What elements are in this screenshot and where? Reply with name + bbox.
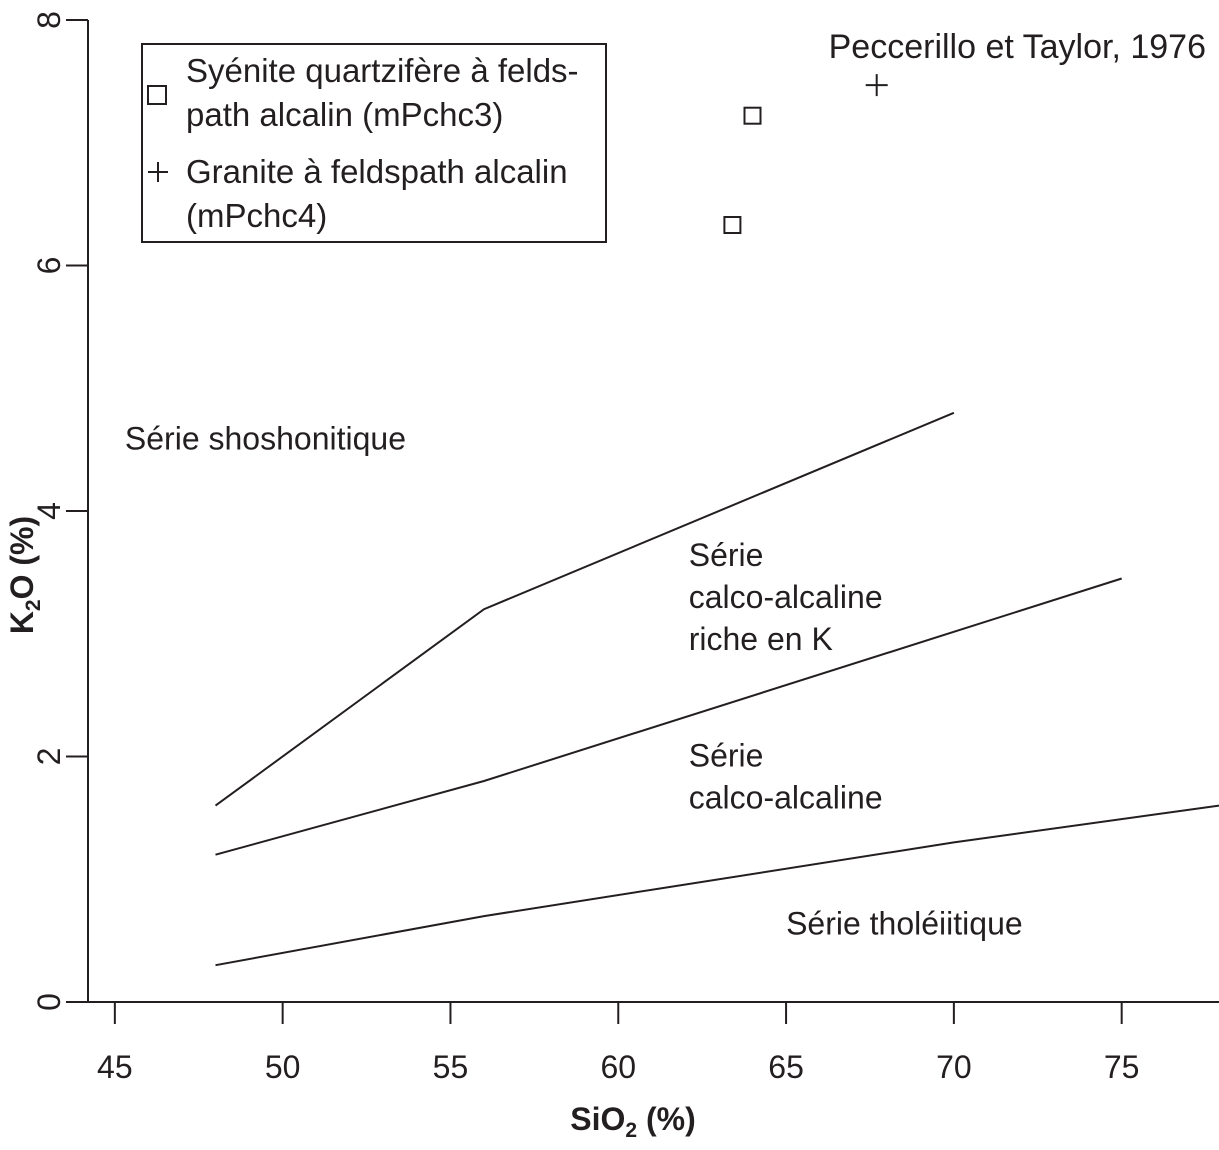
data-points <box>723 74 888 234</box>
legend-square-marker <box>147 85 167 105</box>
region-label: calco-alcaline <box>689 579 883 615</box>
legend-box <box>141 43 607 243</box>
x-tick-label: 70 <box>936 1049 972 1085</box>
region-label: Série <box>689 737 764 773</box>
boundary-line-2 <box>215 577 1123 856</box>
region-label: riche en K <box>689 621 833 657</box>
data-point-square <box>743 106 762 125</box>
data-point-plus <box>865 74 888 97</box>
x-ticks: 45 50 55 60 65 70 75 <box>97 1002 1139 1085</box>
x-tick-label: 65 <box>768 1049 804 1085</box>
region-label: Série <box>689 537 764 573</box>
y-axis-title: K2O (%) <box>4 516 45 634</box>
data-point-square <box>723 216 742 234</box>
legend-label-1-line-1: Syénite quartzifère à felds- <box>186 52 579 89</box>
x-tick-label: 50 <box>265 1049 301 1085</box>
x-tick-label: 60 <box>600 1049 636 1085</box>
x-axis-title: SiO2 (%) <box>570 1101 695 1142</box>
boundary-line-1 <box>214 411 955 807</box>
x-tick-label: 45 <box>97 1049 133 1085</box>
region-labels: Série shoshonitique Série calco-alcaline ri… <box>125 421 1023 942</box>
region-label: Série shoshonitique <box>125 421 406 457</box>
legend-label-2-line-2: (mPchc4) <box>186 197 327 234</box>
x-tick-label: 55 <box>433 1049 469 1085</box>
x-tick-label: 75 <box>1104 1049 1140 1085</box>
boundary-line-3 <box>215 804 1219 967</box>
region-label: Série tholéiitique <box>786 906 1023 942</box>
source-label: Peccerillo et Taylor, 1976 <box>829 28 1206 66</box>
series-boundaries <box>214 411 1219 967</box>
y-ticks: 0 2 4 6 8 <box>31 11 88 1011</box>
y-tick-label: 0 <box>31 993 67 1011</box>
legend-label-2-line-1: Granite à feldspath alcalin <box>186 153 568 190</box>
y-tick-label: 6 <box>31 257 67 275</box>
y-tick-label: 8 <box>31 11 67 29</box>
y-tick-label: 4 <box>31 502 67 520</box>
region-label: calco-alcaline <box>689 779 883 815</box>
legend-label-1-line-2: path alcalin (mPchc3) <box>186 96 503 133</box>
y-tick-label: 2 <box>31 748 67 766</box>
legend: Syénite quartzifère à felds- path alcali… <box>141 43 607 243</box>
